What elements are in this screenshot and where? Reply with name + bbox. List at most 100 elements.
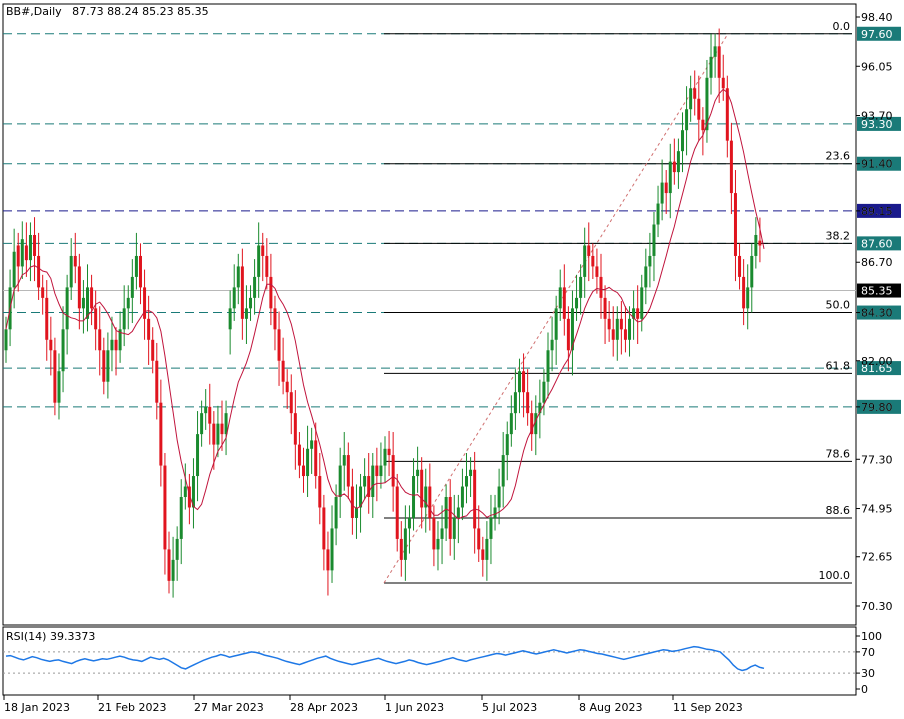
candle-body [371, 465, 375, 498]
candle-body [579, 276, 583, 298]
candle-body [746, 287, 750, 309]
candle-body [244, 308, 248, 319]
candle-body [106, 350, 110, 382]
level-price-label: 81.65 [861, 362, 893, 375]
candle-body [738, 255, 742, 277]
x-tick-label: 1 Jun 2023 [385, 701, 444, 714]
candle-body [505, 434, 509, 456]
candle-body [285, 381, 289, 393]
symbol-label: BB#,Daily [6, 5, 62, 18]
candle-body [733, 193, 737, 256]
candle-body [562, 287, 566, 319]
level-price-box [857, 305, 901, 320]
fib-level-label: 50.0 [826, 299, 851, 312]
candle-body [558, 287, 562, 309]
candle-body [200, 413, 204, 435]
candle-body [359, 486, 363, 508]
candle-body [391, 455, 395, 487]
candle-body [334, 497, 338, 529]
candle-body [163, 465, 167, 550]
candle-body [102, 350, 106, 382]
y-tick-label: 77.30 [861, 453, 893, 466]
candle-body [273, 308, 277, 330]
candle-body [395, 486, 399, 539]
candle-body [196, 434, 200, 477]
candle-body [147, 318, 151, 340]
candle-body [224, 413, 228, 435]
candle-body [648, 255, 652, 267]
candle-body [326, 549, 330, 571]
candle-body [98, 329, 102, 351]
fib-level-label: 61.8 [826, 359, 851, 372]
candle-body [20, 239, 24, 267]
candle-body [130, 276, 134, 298]
candle-body [587, 245, 591, 256]
candle-body [318, 476, 322, 508]
candle-body [346, 455, 350, 487]
candle-body [151, 339, 155, 361]
rsi-tick-label: 70 [861, 646, 875, 659]
candle-body [118, 329, 122, 351]
x-tick-label: 28 Apr 2023 [290, 701, 358, 714]
candle-body [310, 440, 314, 449]
candle-body [293, 413, 297, 445]
candle-body [758, 240, 762, 246]
candle-body [367, 476, 371, 498]
rsi-plot-frame [2, 626, 857, 696]
candle-body [155, 360, 159, 403]
candle-body [24, 245, 28, 261]
rsi-tick-label: 100 [861, 630, 882, 643]
candle-body [697, 98, 701, 120]
current-price-box [857, 283, 901, 298]
fib-level-label: 78.6 [826, 447, 851, 460]
ohlc-values: 87.73 88.24 85.23 85.35 [72, 5, 209, 18]
level-price-label: 91.40 [861, 158, 893, 171]
level-price-box [857, 156, 901, 171]
x-tick-label: 27 Mar 2023 [194, 701, 264, 714]
candle-body [689, 88, 693, 110]
candle-body [232, 287, 236, 309]
x-tick-label: 11 Sep 2023 [673, 701, 743, 714]
candle-body [86, 287, 90, 319]
candle-body [277, 329, 281, 361]
y-tick-label: 74.95 [861, 503, 893, 516]
candle-body [94, 308, 98, 330]
candle-body [652, 224, 656, 256]
candle-body [680, 130, 684, 152]
candle-body [709, 56, 713, 78]
candle-body [204, 406, 208, 414]
level-price-label: 79.80 [861, 401, 893, 414]
candle-body [444, 497, 448, 529]
candle-body [436, 538, 440, 550]
candle-body [126, 297, 130, 309]
candle-body [460, 486, 464, 508]
candle-body [12, 251, 16, 288]
candle-body [701, 119, 705, 131]
candle-body [240, 266, 244, 319]
candle-body [575, 297, 579, 309]
candle-body [322, 507, 326, 550]
candle-body [424, 486, 428, 508]
candle-body [729, 140, 733, 194]
y-tick-label: 98.40 [861, 11, 893, 24]
candle-body [509, 413, 513, 435]
fib-level-label: 88.6 [826, 504, 851, 517]
candle-body [705, 77, 709, 131]
candle-body [350, 486, 354, 518]
candle-body [281, 360, 285, 382]
candle-body [289, 392, 293, 414]
candle-body [636, 308, 640, 319]
candle-body [387, 448, 391, 456]
y-tick-label: 89.15 [861, 205, 893, 218]
candle-body [65, 287, 69, 330]
candle-body [493, 507, 497, 518]
chart-header: BB#,Daily 87.73 88.24 85.23 85.35 [6, 5, 209, 18]
candle-body [742, 276, 746, 309]
candle-body [501, 455, 505, 487]
candle-body [481, 549, 485, 560]
level-price-box [857, 26, 901, 41]
level-price-label: 84.30 [861, 307, 893, 320]
candle-body [672, 161, 676, 173]
candle-body [306, 448, 310, 477]
candle-body [566, 318, 570, 351]
